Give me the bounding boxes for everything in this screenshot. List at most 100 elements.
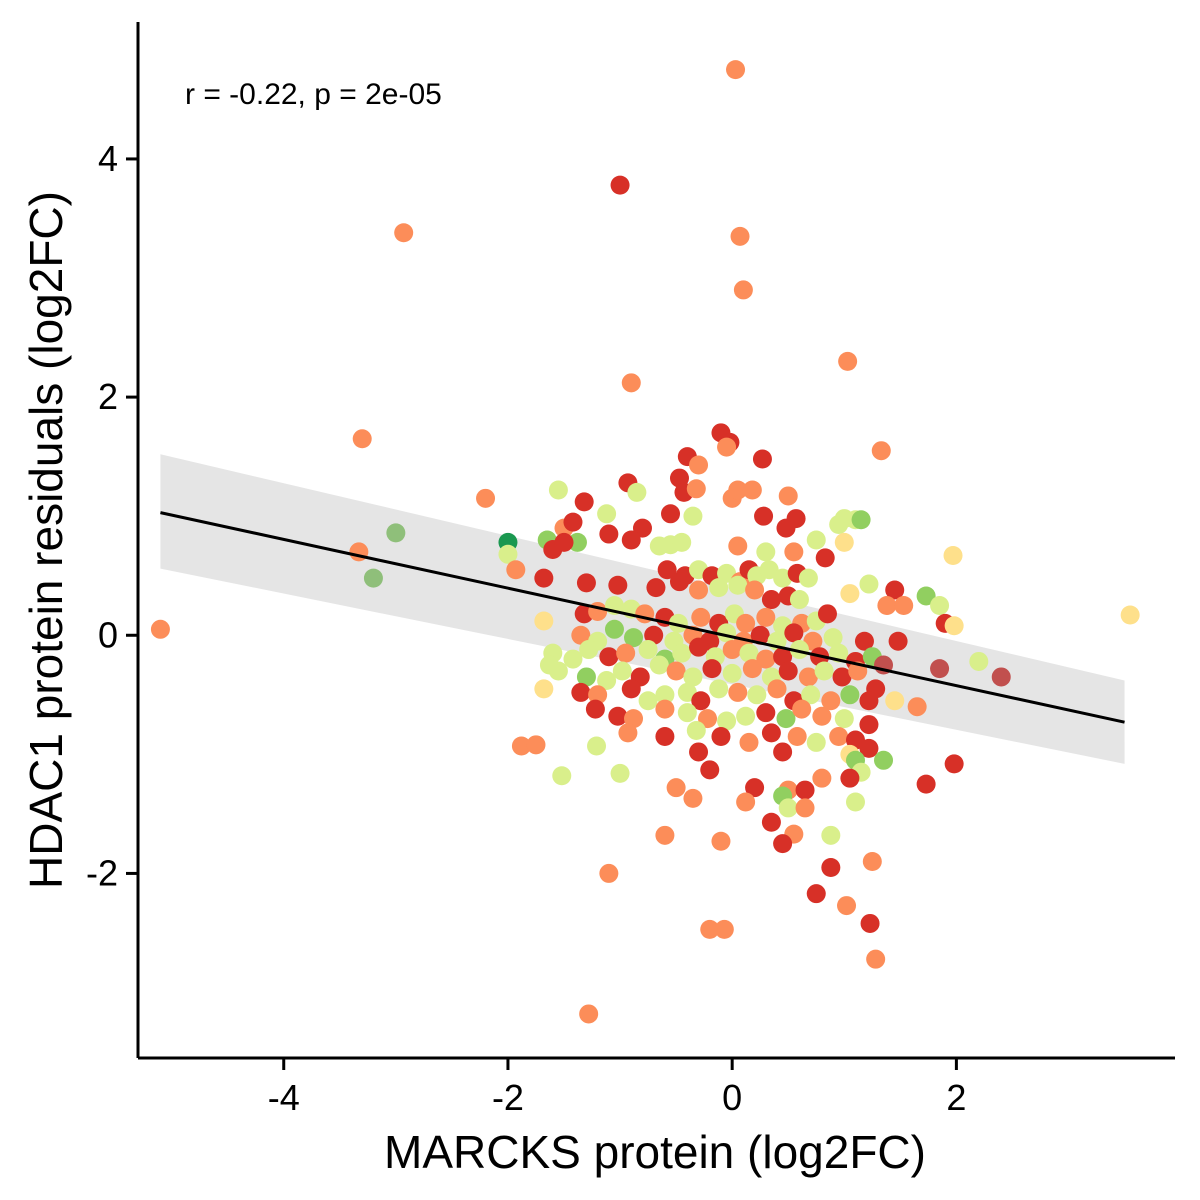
data-point — [669, 572, 689, 592]
data-point — [801, 685, 821, 705]
data-point — [739, 732, 759, 752]
data-point — [588, 685, 608, 705]
data-point — [754, 506, 774, 526]
data-point — [534, 679, 554, 699]
data-point — [352, 429, 372, 449]
data-point — [563, 512, 583, 532]
data-point — [747, 685, 767, 705]
data-point — [526, 735, 546, 755]
data-point — [730, 226, 750, 246]
data-point — [806, 884, 826, 904]
data-point — [672, 643, 692, 663]
data-point — [599, 863, 619, 883]
data-point — [700, 919, 720, 939]
data-point — [714, 919, 734, 939]
data-point — [888, 631, 908, 651]
x-tick-label: 2 — [946, 1077, 966, 1118]
data-point — [851, 510, 871, 530]
plot-area — [150, 60, 1140, 1024]
data-point — [930, 659, 950, 679]
data-point — [661, 504, 681, 524]
data-point — [838, 351, 858, 371]
data-point — [944, 754, 964, 774]
data-point — [621, 679, 641, 699]
data-point — [866, 949, 886, 969]
data-point — [709, 578, 729, 598]
data-point — [761, 812, 781, 832]
data-point — [567, 532, 587, 552]
data-point — [689, 742, 709, 762]
x-axis-ticks: -4 -2 0 2 — [268, 1058, 966, 1118]
data-point — [683, 506, 703, 526]
data-point — [534, 611, 554, 631]
data-point — [834, 532, 854, 552]
data-point — [511, 736, 531, 756]
data-point — [745, 580, 765, 600]
data-point — [579, 640, 599, 660]
data-point — [778, 661, 798, 681]
data-point — [548, 480, 568, 500]
data-point — [862, 852, 882, 872]
data-point — [616, 643, 636, 663]
data-point — [554, 532, 574, 552]
data-point — [686, 479, 706, 499]
data-point — [806, 732, 826, 752]
x-axis-title: MARCKS protein (log2FC) — [384, 1126, 926, 1178]
data-point — [845, 792, 865, 812]
data-point — [761, 590, 781, 610]
data-point — [798, 667, 818, 687]
data-point — [599, 647, 619, 667]
y-tick-label: 4 — [98, 138, 118, 179]
data-point — [363, 568, 383, 588]
data-point — [742, 659, 762, 679]
data-point — [621, 530, 641, 550]
data-point — [618, 723, 638, 743]
data-point — [669, 468, 689, 488]
y-axis-ticks: 4 2 0 -2 — [86, 138, 138, 893]
data-point — [638, 640, 658, 660]
data-point — [691, 691, 711, 711]
data-point — [150, 619, 170, 639]
data-point — [686, 721, 706, 741]
data-point — [683, 667, 703, 687]
data-point — [840, 584, 860, 604]
data-point — [795, 780, 815, 800]
data-point — [885, 580, 905, 600]
data-point — [506, 560, 526, 580]
regression-line — [160, 511, 1125, 724]
data-point — [752, 449, 772, 469]
data-point — [874, 750, 894, 770]
data-point — [773, 568, 793, 588]
x-tick-label: -2 — [492, 1077, 524, 1118]
data-point — [756, 703, 776, 723]
data-point — [579, 1004, 599, 1024]
data-point — [795, 798, 815, 818]
data-point — [969, 651, 989, 671]
data-point — [689, 455, 709, 475]
data-point — [776, 518, 796, 538]
data-point — [728, 480, 748, 500]
data-point — [585, 699, 605, 719]
data-point — [761, 723, 781, 743]
data-point — [812, 706, 832, 726]
data-point — [821, 825, 841, 845]
data-point — [394, 223, 414, 243]
data-point — [646, 578, 666, 598]
data-point — [812, 768, 832, 788]
data-point — [668, 613, 688, 633]
data-point — [649, 655, 669, 675]
data-point — [702, 659, 722, 679]
data-point — [767, 679, 787, 699]
data-point — [773, 742, 793, 762]
data-point — [599, 524, 619, 544]
data-point — [821, 857, 841, 877]
data-point — [691, 607, 711, 627]
data-point — [534, 568, 554, 588]
data-point — [632, 518, 652, 538]
data-point — [627, 482, 647, 502]
data-point — [576, 573, 596, 593]
data-point — [871, 441, 891, 461]
data-point — [722, 640, 742, 660]
data-point — [476, 488, 496, 508]
